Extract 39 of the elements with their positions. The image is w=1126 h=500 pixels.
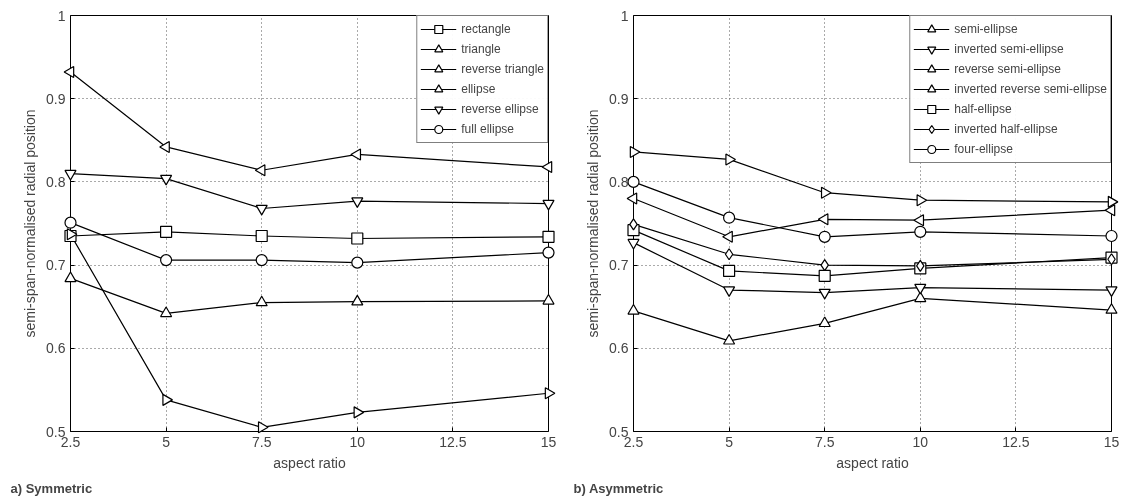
legend-label: semi-ellipse (954, 21, 1018, 38)
x-tick-label: 7.5 (814, 433, 835, 450)
x-axis-title: aspect ratio (273, 454, 346, 471)
x-tick-label: 7.5 (251, 433, 272, 450)
y-tick-label: 0.9 (46, 90, 66, 107)
x-tick-label: 10 (912, 433, 929, 450)
text: a) Symmetric (10, 480, 93, 496)
legend-label: rectangle (461, 21, 511, 38)
x-tick-label: 12.5 (1002, 433, 1030, 450)
legend-label: half-ellipse (954, 101, 1012, 118)
y-tick-label: 0.8 (609, 173, 629, 190)
legend-label: four-ellipse (954, 141, 1013, 158)
legend-label: full ellipse (461, 121, 514, 138)
legend-label: ellipse (461, 81, 496, 98)
y-tick-label: 0.8 (46, 173, 66, 190)
legend-label: inverted reverse semi-ellipse (954, 81, 1107, 98)
legend-label: inverted half-ellipse (954, 121, 1058, 138)
x-tick-label: 10 (349, 433, 366, 450)
legend-label: inverted semi-ellipse (954, 41, 1064, 58)
y-tick-label: 0.6 (46, 340, 66, 357)
y-tick-label: 1 (57, 7, 66, 24)
legend-label: triangle (461, 41, 501, 58)
legend-label: reverse ellipse (461, 101, 539, 118)
y-axis-title: semi-span-normalised radial position (22, 109, 39, 338)
x-tick-label: 5 (725, 433, 734, 450)
y-tick-label: 0.7 (46, 257, 66, 274)
y-tick-label: 0.9 (609, 90, 629, 107)
legend-label: reverse semi-ellipse (954, 61, 1061, 78)
x-tick-label: 15 (540, 433, 557, 450)
legend-label: reverse triangle (461, 61, 544, 78)
text: b) Asymmetric (573, 480, 664, 496)
x-tick-label: 15 (1103, 433, 1120, 450)
x-tick-label: 5 (162, 433, 171, 450)
x-axis-title: aspect ratio (836, 454, 909, 471)
y-tick-label: 1 (620, 7, 629, 24)
y-tick-label: 0.6 (609, 340, 629, 357)
x-tick-label: 12.5 (439, 433, 467, 450)
y-tick-label: 0.7 (609, 257, 629, 274)
y-axis-title: semi-span-normalised radial position (585, 109, 602, 338)
